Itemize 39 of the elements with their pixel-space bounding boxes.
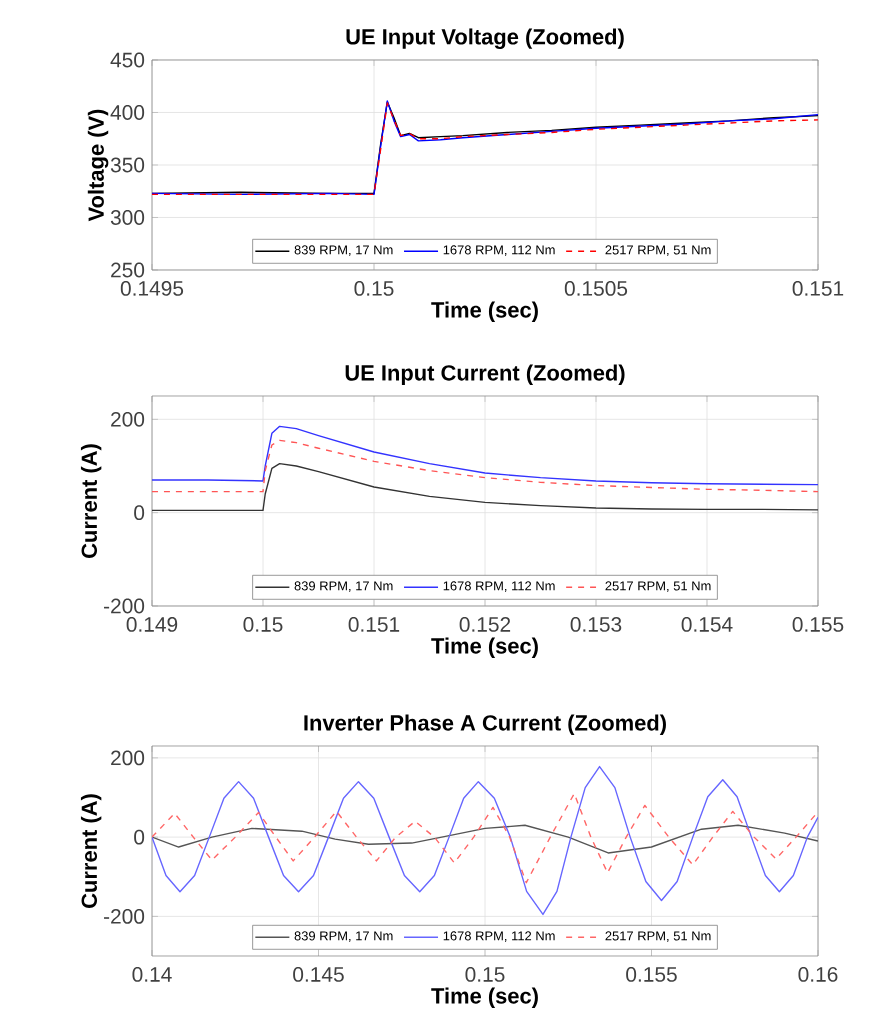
x-tick-label: 0.155	[792, 617, 844, 632]
x-axis-title: Time (sec)	[431, 987, 538, 1008]
y-tick-label: 0	[134, 829, 145, 845]
x-tick-label: 0.152	[459, 617, 511, 632]
y-tick-label: -200	[104, 598, 145, 614]
x-axis-title: Time (sec)	[431, 637, 538, 658]
x-tick-label: 0.149	[126, 617, 178, 632]
x-tick-label: 0.151	[792, 281, 844, 296]
x-axis-title: Time (sec)	[431, 301, 538, 322]
line-series	[152, 824, 819, 854]
x-tick-label: 0.14	[132, 967, 172, 982]
x-tick-label: 0.1505	[564, 281, 628, 296]
x-tick-label: 0.154	[681, 617, 733, 632]
y-tick-label: -200	[104, 908, 145, 924]
x-tick-label: 0.155	[626, 967, 677, 982]
x-tick-label: 0.15	[243, 617, 283, 632]
line-series	[152, 792, 817, 884]
y-axis-title: Current (A)	[80, 794, 102, 908]
x-tick-label: 0.1495	[120, 281, 184, 296]
x-tick-label: 0.153	[570, 617, 622, 632]
y-tick-label: 350	[110, 157, 145, 173]
x-tick-label: 0.151	[348, 617, 400, 632]
y-tick-label: 250	[111, 262, 145, 278]
y-tick-label: 0	[134, 505, 145, 521]
chart-title: UE Input Voltage (Zoomed)	[346, 28, 624, 49]
chart-title: UE Input Current (Zoomed)	[345, 364, 625, 385]
y-tick-label: 200	[111, 750, 145, 766]
y-tick-label: 300	[110, 210, 145, 225]
y-tick-label: 200	[111, 411, 145, 427]
line-series	[152, 765, 819, 916]
y-axis-title: Current (A)	[80, 444, 102, 558]
x-tick-label: 0.16	[798, 967, 838, 982]
y-tick-label: 450	[110, 52, 145, 68]
x-tick-label: 0.145	[293, 967, 344, 982]
y-axis-title: Voltage (V)	[87, 109, 109, 222]
y-tick-label: 400	[110, 105, 145, 120]
x-tick-label: 0.15	[465, 967, 505, 982]
x-tick-label: 0.15	[354, 281, 394, 296]
chart-title: Inverter Phase A Current (Zoomed)	[304, 714, 666, 735]
